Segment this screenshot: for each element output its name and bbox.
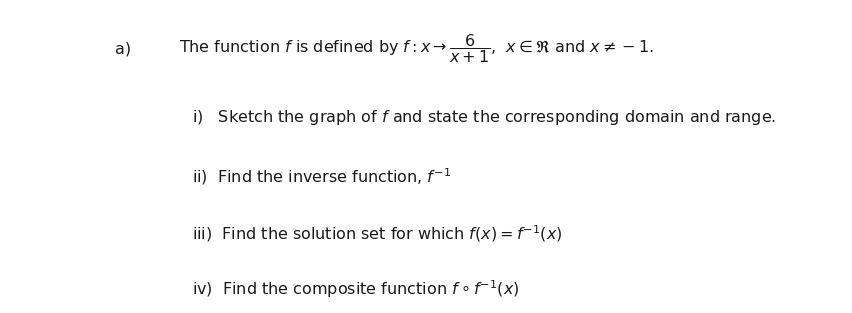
Text: iii)  Find the solution set for which $f(x) = f^{-1}(x)$: iii) Find the solution set for which $f(…	[192, 223, 561, 244]
Text: a): a)	[115, 41, 131, 56]
Text: i)   Sketch the graph of $f$ and state the corresponding domain and range.: i) Sketch the graph of $f$ and state the…	[192, 108, 775, 127]
Text: The function $f$ is defined by $f : x \rightarrow \dfrac{6}{x+1}$,  $x \in \math: The function $f$ is defined by $f : x \r…	[179, 32, 653, 65]
Text: iv)  Find the composite function $f \circ f^{-1}(x)$: iv) Find the composite function $f \circ…	[192, 279, 519, 300]
Text: ii)  Find the inverse function, $f^{-1}$: ii) Find the inverse function, $f^{-1}$	[192, 167, 451, 187]
